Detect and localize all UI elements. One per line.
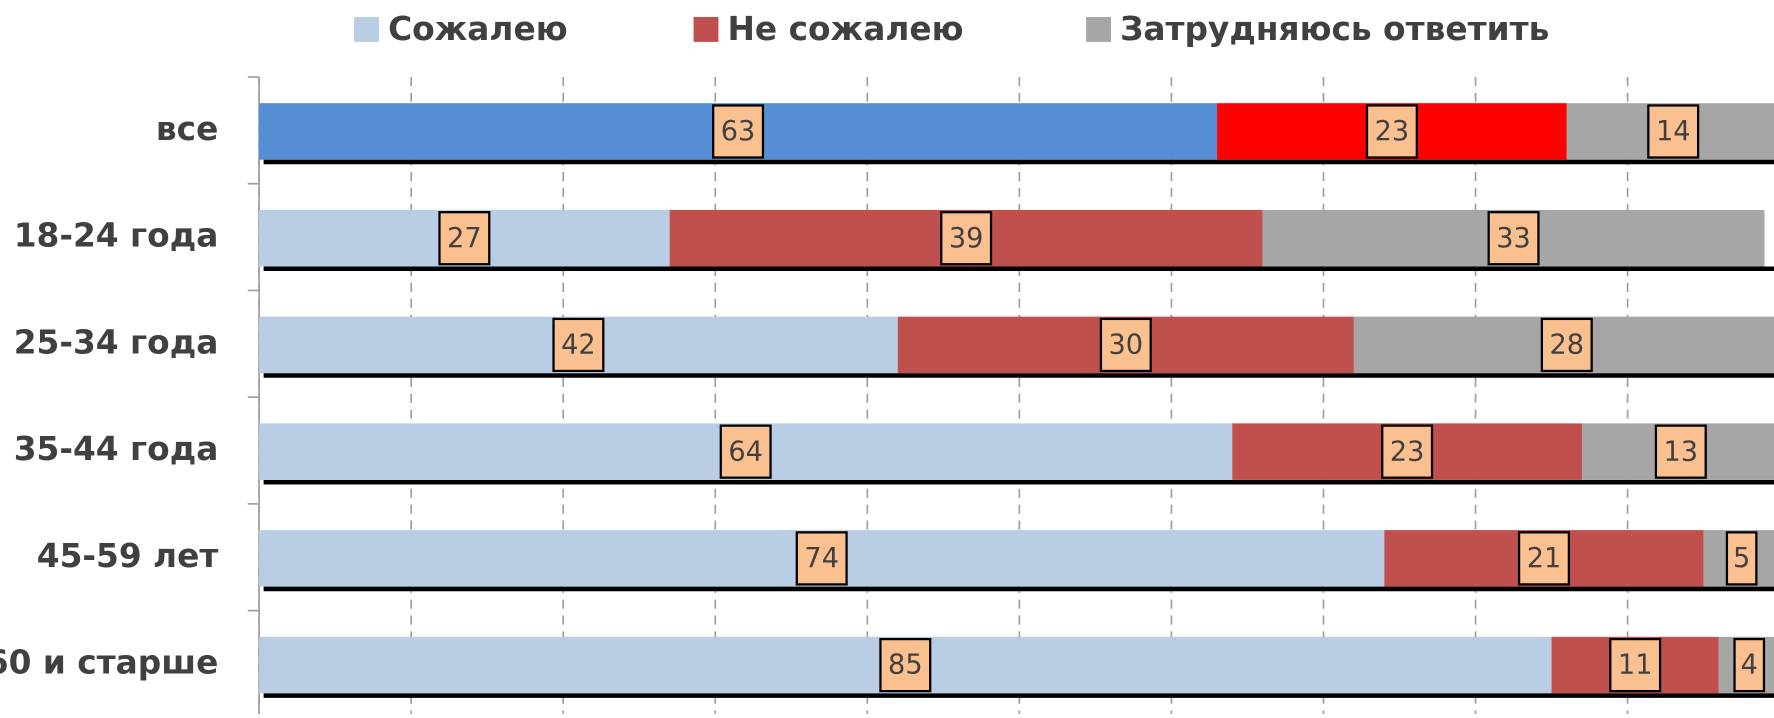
data-label: 28: [1550, 330, 1585, 361]
data-label-box: [1540, 317, 1593, 373]
data-label: 13: [1664, 436, 1699, 467]
data-label-box: [712, 104, 765, 159]
data-label: 14: [1656, 116, 1691, 147]
data-label-box: [1733, 637, 1766, 693]
data-label-box: [1647, 104, 1700, 159]
data-label: 4: [1741, 650, 1758, 681]
category-label: 25-34 года: [14, 323, 219, 361]
data-label: 39: [949, 223, 984, 254]
data-label-box: [1487, 211, 1540, 266]
data-label-box: [1654, 424, 1707, 479]
data-label-box: [438, 211, 491, 266]
data-label-box: [1609, 637, 1662, 693]
data-label-box: [1725, 531, 1758, 586]
category-label: все: [156, 110, 218, 148]
data-label: 63: [721, 116, 756, 147]
data-label: 21: [1527, 543, 1562, 574]
legend-swatch: [693, 17, 719, 42]
legend-label: Затрудняюсь ответить: [1120, 10, 1549, 48]
data-label: 64: [728, 436, 763, 467]
data-label-box: [1365, 104, 1418, 159]
data-label: 23: [1390, 436, 1425, 467]
data-label: 5: [1733, 543, 1750, 574]
data-label: 85: [888, 650, 923, 681]
category-label: 35-44 года: [14, 430, 219, 468]
category-label: 45-59 лет: [37, 537, 219, 575]
data-label: 27: [447, 223, 482, 254]
legend-swatch: [1086, 17, 1112, 42]
category-label: 18-24 года: [14, 217, 219, 255]
data-label-box: [1099, 317, 1152, 373]
data-label-box: [719, 424, 772, 479]
data-label: 74: [804, 543, 839, 574]
data-label: 11: [1618, 650, 1653, 681]
data-label: 23: [1375, 116, 1410, 147]
data-label-box: [552, 317, 605, 373]
data-label-box: [879, 637, 932, 693]
data-label: 33: [1496, 223, 1531, 254]
category-label: 60 и старше: [0, 643, 218, 681]
legend-swatch: [354, 17, 380, 42]
legend-label: Не сожалею: [727, 10, 963, 48]
data-label-box: [795, 531, 848, 586]
data-label-box: [1517, 531, 1570, 586]
data-label: 42: [561, 330, 596, 361]
data-label-box: [940, 211, 993, 266]
legend-label: Сожалею: [388, 10, 568, 48]
data-label: 30: [1109, 330, 1144, 361]
data-label-box: [1381, 424, 1434, 479]
